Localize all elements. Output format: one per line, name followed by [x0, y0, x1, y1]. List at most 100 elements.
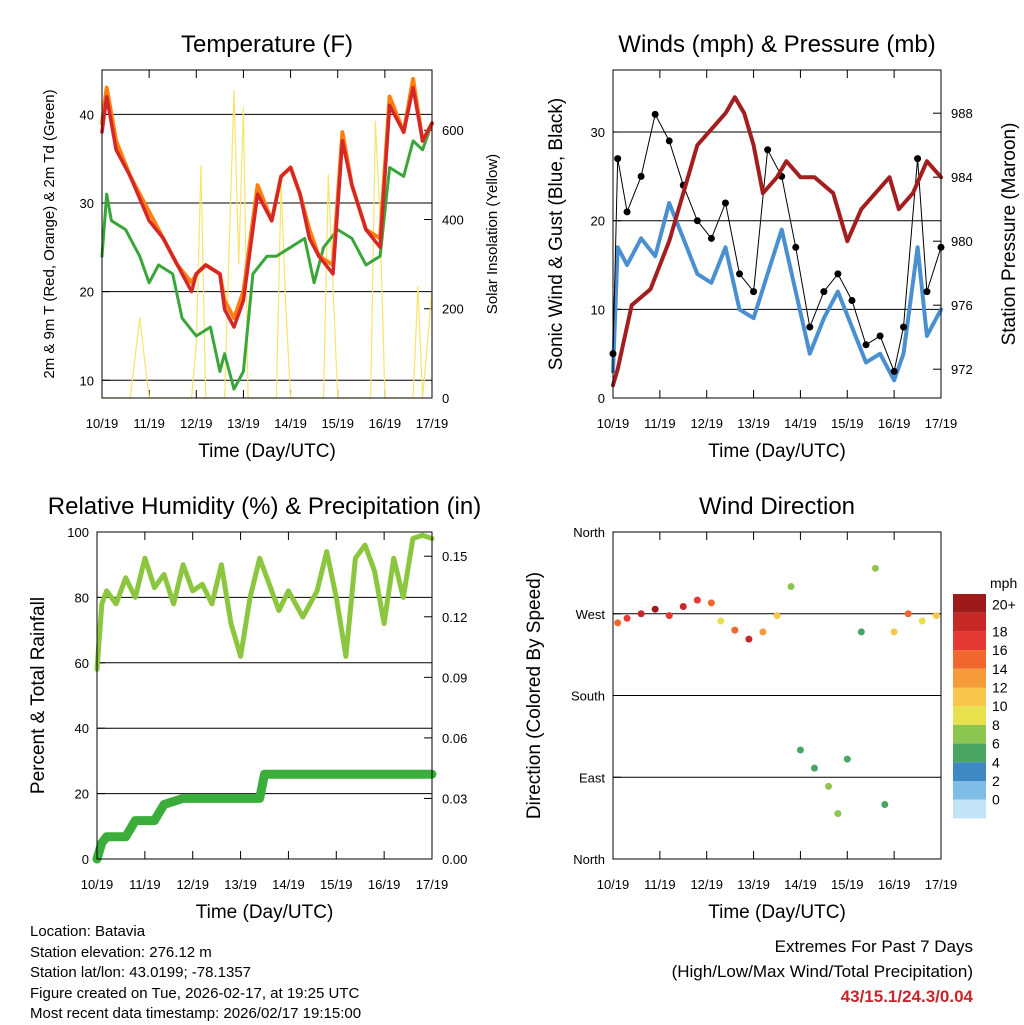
y-tick-label: 20: [75, 787, 89, 802]
plot-frame: [612, 69, 942, 399]
direction-point: [717, 617, 725, 625]
x-tick-label: 14/19: [784, 877, 817, 892]
series-dewpoint: [100, 121, 434, 391]
x-tick-label: 12/19: [176, 877, 209, 892]
y2-tick-label: 0.15: [442, 549, 467, 564]
y-axis-label: Percent & Total Rainfall: [28, 597, 49, 794]
y2-axis-label: Station Pressure (Maroon): [999, 123, 1020, 346]
y-tick-label: 0: [82, 852, 89, 867]
y-tick-label: 30: [591, 125, 605, 140]
x-tick-label: 17/19: [416, 416, 449, 431]
y-axis-label: Sonic Wind & Gust (Blue, Black): [546, 98, 567, 370]
colorbar-label: 14: [992, 661, 1008, 677]
x-tick-label: 17/19: [416, 877, 449, 892]
direction-point: [857, 628, 865, 636]
panel-1: Temperature (F) Time (Day/UTC) 10/19 11/19 1…: [41, 31, 501, 462]
direction-point: [665, 612, 673, 620]
extremes-block: Extremes For Past 7 Days (High/Low/Max W…: [672, 934, 973, 1009]
y-tick-label: North: [573, 525, 605, 540]
x-tick-label: 10/19: [81, 877, 114, 892]
colorbar-label: 20+: [992, 597, 1016, 613]
x-tick-label: 13/19: [224, 877, 257, 892]
chart-title: Wind Direction: [699, 493, 855, 520]
x-tick-label: 13/19: [737, 877, 770, 892]
y-tick-label: 40: [75, 721, 89, 736]
chart-title: Temperature (F): [181, 31, 353, 58]
colorbar-swatch: [953, 799, 986, 819]
colorbar-swatch: [953, 668, 986, 688]
direction-point: [679, 602, 687, 610]
y-axis-label: Direction (Colored By Speed): [524, 572, 545, 819]
colorbar: mph 20+ 18 16 14 12 10 8 6 4 2 0: [953, 575, 1017, 819]
direction-point: [693, 596, 701, 604]
y-tick-label: North: [573, 852, 605, 867]
direction-point: [773, 612, 781, 620]
colorbar-swatch: [953, 706, 986, 725]
info-elevation: Station elevation: 276.12 m: [30, 943, 212, 961]
x-tick-label: 12/19: [180, 416, 213, 431]
direction-point: [881, 801, 889, 808]
plot-frame: [612, 531, 942, 860]
colorbar-swatch: [953, 724, 986, 744]
colorbar-title: mph: [990, 575, 1017, 591]
y2-tick-label: 0.12: [442, 610, 467, 625]
panel-2: Winds (mph) & Pressure (mb) Time (Day/UTC…: [546, 31, 1020, 462]
x-tick-label: 16/19: [368, 877, 401, 892]
x-tick-label: 15/19: [321, 416, 354, 431]
y-axis-label: 2m & 9m T (Red, Orange) & 2m Td (Green): [41, 89, 58, 378]
y2-tick-label: 600: [442, 123, 464, 138]
x-tick-label: 10/19: [597, 416, 630, 431]
plot-frame: [96, 531, 433, 860]
direction-point: [787, 583, 795, 590]
colorbar-label: 8: [992, 717, 1000, 733]
direction-point: [759, 628, 767, 636]
info-recent: Most recent data timestamp: 2026/02/17 1…: [30, 1005, 362, 1022]
direction-point: [843, 755, 851, 763]
y-tick-label: East: [579, 770, 605, 785]
x-tick-label: 14/19: [272, 877, 305, 892]
direction-point: [834, 810, 842, 818]
colorbar-label: 2: [992, 773, 1000, 789]
direction-point: [825, 782, 833, 790]
y2-axis-label: Solar Insolation (Yellow): [484, 154, 501, 314]
colorbar-label: 16: [992, 642, 1008, 658]
y2-tick-label: 0.06: [442, 731, 467, 746]
series-total-precipitation: [92, 769, 437, 864]
direction-point: [623, 614, 631, 622]
x-tick-label: 13/19: [227, 416, 260, 431]
panel-3: Relative Humidity (%) & Precipitation (i…: [28, 493, 481, 923]
x-tick-label: 14/19: [784, 416, 817, 431]
y-tick-label: 100: [67, 525, 89, 540]
direction-point: [918, 617, 926, 625]
x-tick-label: 11/19: [133, 416, 165, 431]
y2-tick-label: 400: [442, 212, 464, 227]
y2-tick-label: 972: [951, 362, 973, 377]
x-tick-label: 11/19: [644, 877, 676, 892]
direction-point: [890, 628, 898, 636]
x-tick-label: 15/19: [831, 877, 864, 892]
colorbar-label: 10: [992, 698, 1008, 714]
x-tick-label: 12/19: [690, 877, 723, 892]
y2-tick-label: 0.09: [442, 670, 467, 685]
colorbar-swatch: [953, 743, 986, 763]
panel-4: Wind Direction Time (Day/UTC) 10/19 11/19 12…: [524, 493, 957, 923]
x-tick-label: 17/19: [925, 416, 958, 431]
info-latlon: Station lat/lon: 43.0199; -78.1357: [30, 964, 252, 981]
y-tick-label: South: [571, 689, 605, 704]
direction-point: [651, 605, 659, 613]
plot-frame: [101, 69, 433, 399]
colorbar-swatch: [953, 631, 986, 651]
series-relative-humidity: [94, 532, 435, 672]
series-gust: [612, 113, 942, 372]
y2-tick-label: 976: [951, 298, 973, 313]
y2-tick-label: 0: [442, 391, 449, 406]
x-tick-label: 17/19: [925, 877, 958, 892]
y2-tick-label: 200: [442, 302, 464, 317]
station-info: Location: Batavia Station elevation: 276…: [30, 922, 361, 1025]
y-tick-label: 10: [591, 302, 605, 317]
direction-point: [745, 635, 753, 643]
y2-tick-label: 984: [951, 170, 973, 185]
y-tick-label: 20: [80, 285, 94, 300]
direction-point: [932, 612, 940, 620]
